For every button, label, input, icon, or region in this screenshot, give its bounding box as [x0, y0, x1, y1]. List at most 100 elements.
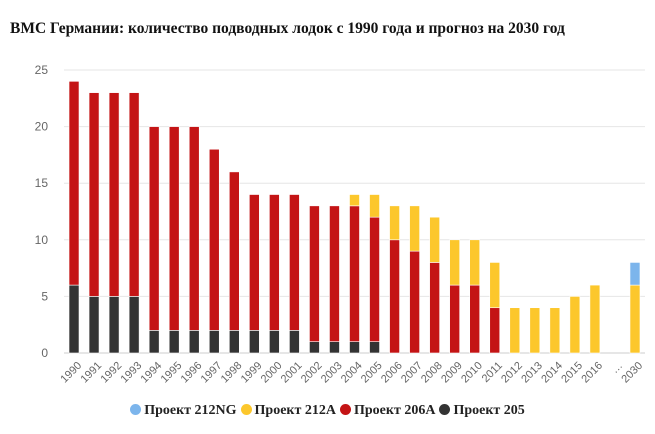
bar-проект-205-1992 — [108, 296, 120, 354]
y-tick-label: 25 — [35, 63, 49, 77]
x-tick-label: 1996 — [179, 360, 205, 386]
legend-label: Проект 206А — [354, 403, 436, 418]
bar-проект-205-1993 — [128, 296, 140, 354]
x-tick-label: 2006 — [379, 360, 405, 386]
bar-проект-206а-2009 — [449, 284, 460, 354]
y-tick-label: 10 — [35, 233, 49, 247]
x-tick-label: 1990 — [58, 360, 84, 386]
chart-title: ВМС Германии: количество подводных лодок… — [10, 20, 565, 37]
legend-item-проект-206а[interactable]: Проект 206А — [340, 403, 435, 419]
x-tick-label: 2001 — [279, 360, 305, 386]
x-tick-label: 2016 — [579, 360, 605, 386]
bar-проект-212а-2004 — [349, 194, 360, 207]
bar-проект-206а-2005 — [369, 216, 380, 342]
x-tick-label: 1995 — [159, 360, 185, 386]
bar-проект-205-2002 — [309, 341, 320, 354]
bar-проект-206а-1995 — [168, 126, 180, 331]
bar-проект-212а-2007 — [409, 205, 420, 252]
x-tick-label: 2012 — [499, 360, 525, 386]
legend-swatch-icon — [340, 404, 351, 415]
bar-проект-206а-2003 — [329, 205, 340, 342]
bar-проект-212а-2030 — [629, 284, 641, 354]
y-tick-label: 20 — [35, 120, 49, 134]
bar-проект-212а-2008 — [429, 216, 440, 263]
legend: Проект 212NG Проект 212А Проект 206А Проект… — [0, 403, 655, 419]
bar-проект-212а-2013 — [529, 307, 541, 354]
bar-проект-206а-1998 — [228, 171, 240, 331]
x-tick-label: 2002 — [299, 360, 325, 386]
bar-проект-206а-2001 — [289, 194, 300, 331]
x-tick-label: 1998 — [219, 360, 245, 386]
bar-проект-206а-1999 — [249, 194, 260, 331]
bar-проект-206а-1997 — [208, 148, 220, 331]
bar-проект-212а-2006 — [389, 205, 400, 241]
bar-проект-205-1995 — [168, 330, 180, 354]
x-tick-label: 2008 — [419, 360, 445, 386]
x-tick-label: 2011 — [480, 360, 505, 385]
bar-проект-206а-2002 — [309, 205, 320, 342]
x-tick-label: 1994 — [139, 360, 165, 386]
bar-проект-205-2000 — [269, 330, 280, 354]
legend-swatch-icon — [130, 404, 142, 415]
y-axis-ticks: 0 5 10 15 20 25 — [35, 63, 49, 360]
x-tick-label: 2000 — [259, 360, 285, 386]
legend-swatch-icon — [439, 404, 451, 415]
bar-проект-206а-1993 — [128, 92, 140, 297]
bar-проект-205-1997 — [208, 330, 220, 354]
bar-проект-206а-2011 — [489, 307, 501, 354]
x-tick-label: 1997 — [199, 360, 225, 386]
bar-проект-212ng-2030 — [629, 262, 641, 286]
bar-проект-205-1991 — [88, 296, 100, 354]
x-tick-label: 2009 — [439, 360, 465, 386]
legend-label: Проект 205 — [453, 403, 525, 418]
bar-проект-212а-2010 — [469, 239, 481, 286]
bar-проект-206а-2006 — [389, 239, 400, 354]
x-tick-label: 1991 — [78, 360, 104, 386]
bar-проект-205-2004 — [349, 341, 360, 354]
y-tick-label: 15 — [35, 176, 49, 190]
legend-label: Проект 212NG — [144, 403, 237, 418]
x-axis-ticks: 1990199119921993199419951996199719981999… — [58, 360, 645, 386]
y-tick-label: 0 — [41, 346, 48, 360]
bar-проект-205-1996 — [188, 330, 200, 354]
bar-проект-205-1999 — [249, 330, 260, 354]
y-tick-label: 5 — [41, 289, 48, 303]
legend-item-проект-212ng[interactable]: Проект 212NG — [130, 403, 237, 419]
bar-проект-212а-2009 — [449, 239, 460, 286]
bar-проект-205-1998 — [228, 330, 240, 354]
bar-проект-212а-2015 — [569, 296, 581, 354]
bar-проект-206а-2007 — [409, 250, 420, 354]
bar-проект-212а-2005 — [369, 194, 380, 218]
x-tick-label: 1993 — [119, 360, 145, 386]
bar-проект-206а-2004 — [349, 205, 360, 342]
legend-swatch-icon — [240, 404, 252, 415]
x-tick-label: 2004 — [339, 360, 365, 386]
bar-проект-212а-2014 — [549, 307, 561, 354]
bar-проект-206а-2008 — [429, 262, 440, 354]
x-tick-label: 1999 — [239, 360, 265, 386]
bar-проект-212а-2012 — [509, 307, 521, 354]
bar-проект-206а-2010 — [469, 284, 481, 354]
x-tick-label: 2007 — [399, 360, 425, 386]
bar-проект-205-2001 — [289, 330, 300, 354]
x-tick-label: 2015 — [559, 360, 585, 386]
bars — [68, 81, 641, 354]
x-tick-label: 2014 — [539, 360, 565, 386]
bar-проект-206а-1991 — [88, 92, 100, 297]
bar-проект-206а-2000 — [269, 194, 280, 331]
x-tick-label: 2030 — [619, 360, 645, 386]
bar-проект-206а-1990 — [68, 81, 80, 286]
x-tick-label: 1992 — [99, 360, 125, 386]
bar-проект-212а-2016 — [589, 284, 601, 354]
legend-label: Проект 212А — [254, 403, 336, 418]
bar-проект-205-1990 — [68, 284, 80, 354]
x-tick-label: 2013 — [519, 360, 545, 386]
x-tick-label: 2010 — [459, 360, 485, 386]
legend-item-проект-212а[interactable]: Проект 212А — [240, 403, 336, 419]
x-tick-label: 2003 — [319, 360, 345, 386]
x-tick-label: 2005 — [359, 360, 385, 386]
bar-проект-212а-2011 — [489, 262, 501, 309]
bar-проект-205-1994 — [148, 330, 160, 354]
legend-item-проект-205[interactable]: Проект 205 — [439, 403, 525, 419]
